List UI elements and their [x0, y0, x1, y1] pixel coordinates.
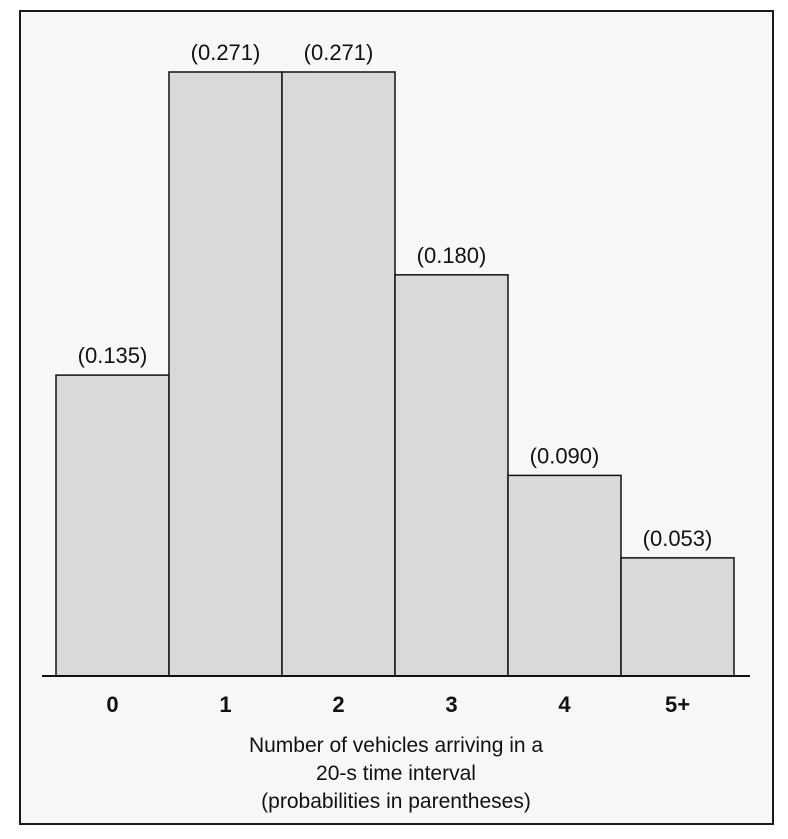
x-axis-label-line-1: Number of vehicles arriving in a: [249, 734, 543, 757]
data-label-2: (0.271): [304, 40, 374, 65]
data-label-1: (0.271): [191, 40, 261, 65]
x-tick-label-5: 5+: [665, 692, 690, 717]
bar-0: [55, 374, 170, 677]
bars-group: [55, 71, 735, 677]
x-tick-label-2: 2: [332, 692, 344, 717]
x-tick-label-1: 1: [219, 692, 231, 717]
bar-1: [168, 71, 283, 677]
bar-3: [394, 274, 509, 677]
data-label-4: (0.090): [530, 443, 600, 468]
bar-2: [281, 71, 396, 677]
x-tick-labels-group: 0 1 2 3 4 5+: [106, 692, 690, 717]
x-tick-label-3: 3: [445, 692, 457, 717]
bar-5: [620, 557, 735, 677]
x-tick-label-0: 0: [106, 692, 118, 717]
data-label-0: (0.135): [78, 343, 148, 368]
x-axis-label-line-3: (probabilities in parentheses): [261, 790, 531, 813]
bar-4: [507, 474, 622, 677]
data-label-5: (0.053): [643, 526, 713, 551]
x-axis-label-line-2: 20-s time interval: [316, 762, 476, 785]
data-label-3: (0.180): [417, 243, 487, 268]
x-tick-label-4: 4: [558, 692, 571, 717]
data-labels-group: (0.135) (0.271) (0.271) (0.180) (0.090) (0.05…: [78, 40, 713, 551]
